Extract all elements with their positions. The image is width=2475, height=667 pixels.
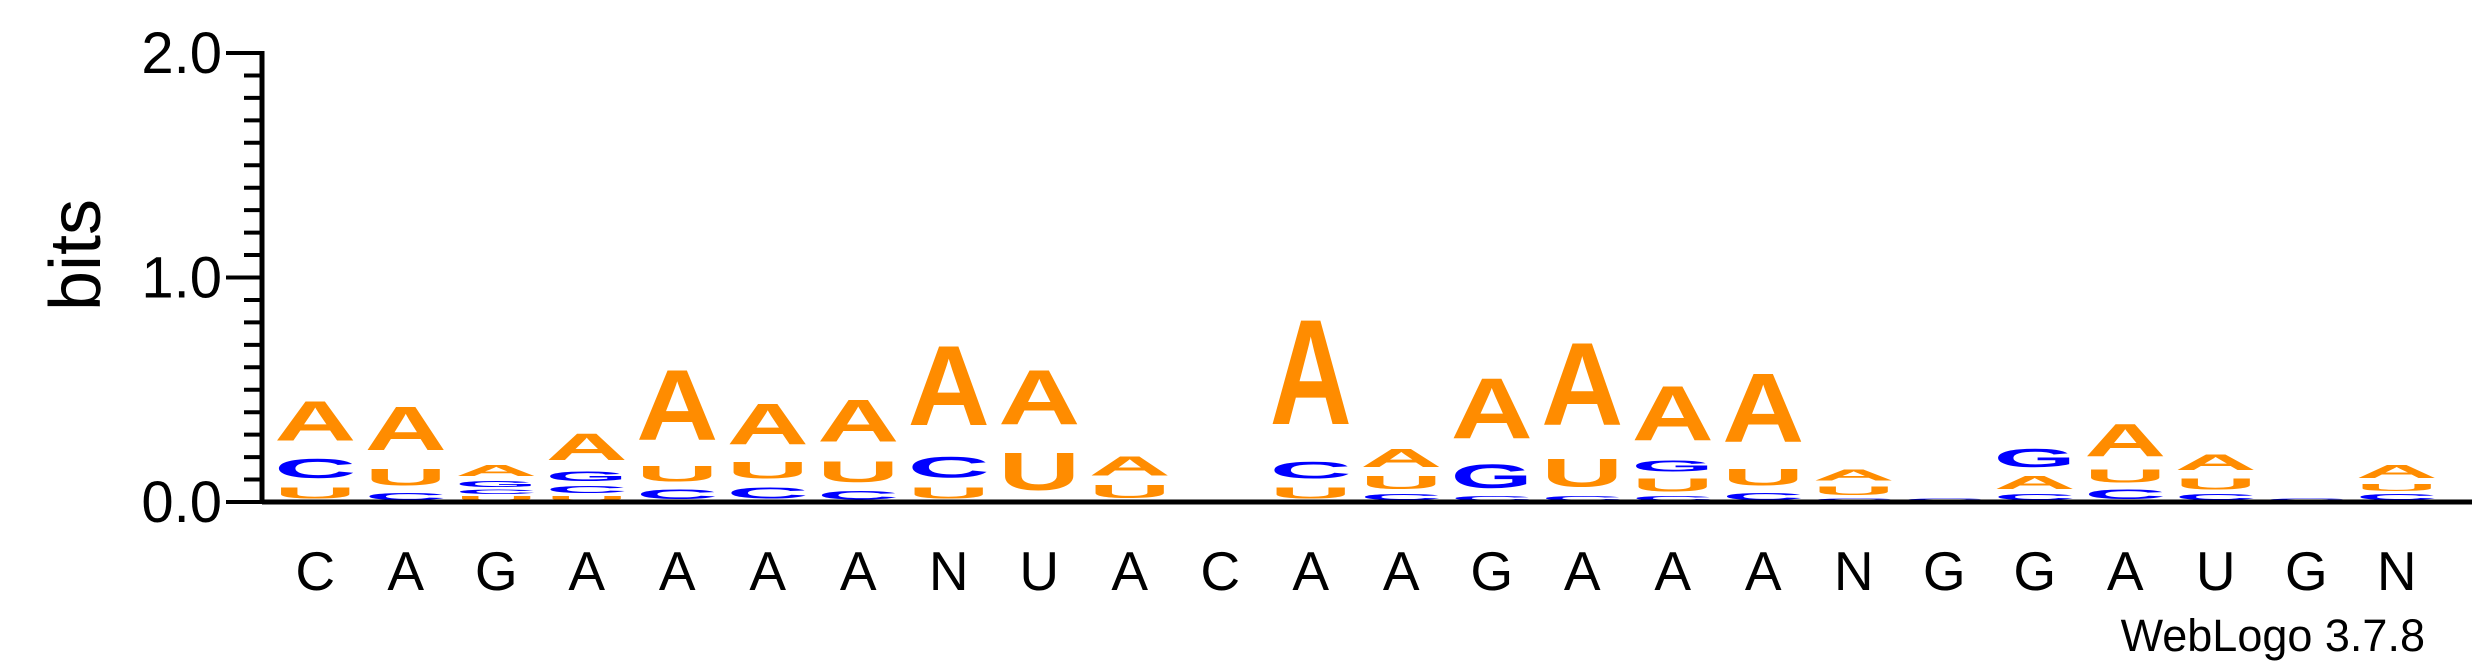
logo-letter: A (1632, 369, 1714, 456)
logo-letter: A (998, 354, 1080, 441)
logo-letter: C (365, 491, 447, 502)
logo-letter: U (2356, 482, 2438, 493)
x-tick-label: G (475, 540, 518, 602)
logo-letter: C (2175, 493, 2257, 502)
logo-letter: C (636, 486, 718, 502)
x-tick-label: A (1745, 540, 1782, 602)
logo-letter: C (817, 489, 899, 502)
logo-letter: C (727, 484, 809, 502)
logo-letter: A (455, 462, 537, 480)
logo-letter: A (908, 323, 990, 450)
logo-letter: U (998, 441, 1080, 502)
logo-letter: A (2356, 462, 2438, 482)
x-tick-label: U (2196, 540, 2236, 602)
logo-letter: U (1541, 451, 1623, 496)
x-tick-label: A (387, 540, 424, 602)
x-tick-label: N (929, 540, 969, 602)
logo-letter: G (1994, 444, 2076, 473)
logo-letter: C (1994, 493, 2076, 502)
logo-letter: A (727, 392, 809, 457)
logo-letter: U (455, 495, 537, 502)
x-tick-label: A (1654, 540, 1691, 602)
logo-letter: A (1813, 466, 1895, 484)
logo-letter: A (546, 425, 628, 468)
logo-letter: A (274, 390, 356, 453)
x-tick-label: A (1564, 540, 1601, 602)
x-tick-label: A (840, 540, 877, 602)
x-tick-label: A (1383, 540, 1420, 602)
logo-letter: U (546, 495, 628, 502)
logo-letter: A (1089, 450, 1171, 482)
logo-letter: A (365, 394, 447, 463)
logo-letter: U (1813, 484, 1895, 497)
x-tick-label: G (2285, 540, 2328, 602)
logo-letter: A (636, 349, 718, 461)
x-tick-label: A (568, 540, 605, 602)
logo-letter: U (1360, 473, 1442, 493)
logo-letter: C (455, 489, 537, 496)
logo-letter: G (455, 479, 537, 488)
logo-letter: U (1722, 464, 1804, 491)
logo-letter: A (1722, 354, 1804, 463)
logo-letter: C (546, 484, 628, 495)
x-tick-label: A (749, 540, 786, 602)
logo-letter: C (908, 450, 990, 484)
logo-letter: U (274, 484, 356, 502)
logo-letter: A (817, 388, 899, 455)
logo-letter: G (1632, 457, 1714, 475)
y-axis-label: bits (36, 199, 116, 311)
letter-stacks: UCACUAUCGAUCGACUACUACUAUCAUAUAUCACUACGAC… (274, 289, 2437, 502)
logo-letter: A (1270, 289, 1352, 457)
x-tick-label: C (1200, 540, 1240, 602)
logo-letter: U (2175, 475, 2257, 493)
logo-letter: U (365, 464, 447, 491)
logo-letter: C (1270, 457, 1352, 484)
logo-letter: U (1089, 482, 1171, 502)
logo-letter: U (636, 462, 718, 487)
logo-letter: A (2084, 415, 2166, 466)
logo-letter: A (1541, 317, 1623, 450)
logo-letter: A (1451, 361, 1533, 457)
logo-letter: C (1360, 493, 1442, 502)
logo-letter: A (1360, 444, 1442, 473)
x-tick-label: A (1111, 540, 1148, 602)
logo-letter: C (2356, 493, 2438, 502)
x-tick-label: N (1834, 540, 1874, 602)
logo-letter: C (1632, 495, 1714, 502)
y-tick-label: 0.0 (141, 470, 222, 535)
logo-letter: U (2084, 466, 2166, 486)
logo-letter: G (546, 468, 628, 484)
x-tick-label: G (2013, 540, 2056, 602)
logo-letter: U (1270, 484, 1352, 502)
logo-letter: A (2175, 451, 2257, 476)
logo-letter: C (1451, 495, 1533, 502)
x-tick-label: N (2377, 540, 2417, 602)
y-tick-label: 1.0 (141, 246, 222, 311)
logo-letter: U (1632, 475, 1714, 495)
x-tick-label: G (1923, 540, 1966, 602)
logo-letter: C (1541, 495, 1623, 502)
x-tick-label: A (659, 540, 696, 602)
logo-letter: U (908, 484, 990, 502)
y-axis: 0.0 1.0 2.0 (141, 21, 265, 535)
logo-letter: C (1722, 491, 1804, 502)
y-tick-label: 2.0 (141, 21, 222, 86)
x-tick-label: U (1019, 540, 1059, 602)
logo-letter: C (274, 452, 356, 484)
x-tick-label: A (2107, 540, 2144, 602)
weblogo-credit: WebLogo 3.7.8 (2121, 610, 2425, 661)
logo-letter: U (727, 457, 809, 484)
logo-letter: A (1994, 473, 2076, 493)
x-tick-label: A (1292, 540, 1329, 602)
logo-letter: C (2084, 486, 2166, 502)
logo-letter: G (1451, 457, 1533, 495)
x-tick-label: G (1470, 540, 1513, 602)
logo-letter: U (817, 455, 899, 489)
x-tick-label: C (295, 540, 335, 602)
